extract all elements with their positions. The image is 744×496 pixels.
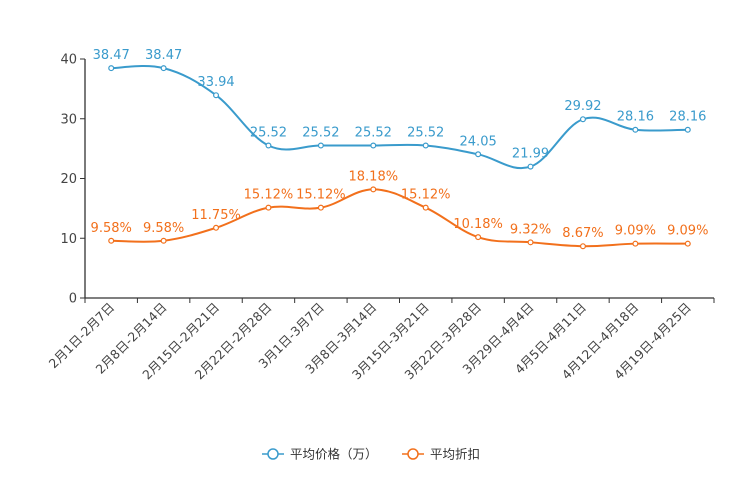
data-point <box>370 186 377 193</box>
data-point <box>160 237 167 244</box>
y-tick-label: 40 <box>60 53 77 68</box>
data-label: 9.32% <box>510 222 551 237</box>
data-label: 9.09% <box>667 224 708 239</box>
data-label: 24.05 <box>460 134 497 149</box>
data-label: 9.58% <box>143 221 184 236</box>
data-point <box>684 126 691 133</box>
legend-item-2[interactable]: 平均折扣 <box>402 447 480 462</box>
data-label: 28.16 <box>617 110 654 125</box>
data-label: 38.47 <box>145 48 182 63</box>
y-tick-label: 0 <box>69 292 77 307</box>
data-point <box>527 163 534 170</box>
data-label: 38.47 <box>93 48 130 63</box>
data-label: 9.58% <box>91 221 132 236</box>
data-point <box>370 142 377 149</box>
y-tick-label: 10 <box>60 232 77 247</box>
legend-marker-icon <box>267 448 279 460</box>
legend-label: 平均折扣 <box>430 447 480 462</box>
data-label: 15.12% <box>244 188 294 203</box>
y-tick-label: 30 <box>60 112 77 127</box>
data-label: 15.12% <box>296 188 346 203</box>
data-point <box>632 240 639 247</box>
axes: 0102030402月1日-2月7日2月8日-2月14日2月15日-2月21日2… <box>46 53 715 382</box>
plot-area: 38.47 38.47 33.94 25.52 25.52 25.52 25.52 24.05… <box>91 48 708 250</box>
data-label: 25.52 <box>302 126 339 141</box>
data-point <box>108 237 115 244</box>
data-label: 33.94 <box>197 75 234 90</box>
y-tick-label: 20 <box>60 172 77 187</box>
data-label: 28.16 <box>669 110 706 125</box>
data-label: 25.52 <box>407 126 444 141</box>
data-label: 15.12% <box>401 188 451 203</box>
data-label: 10.18% <box>453 217 503 232</box>
data-point <box>475 234 482 241</box>
legend-item-1[interactable]: 平均价格（万） <box>262 447 378 462</box>
data-point <box>108 65 115 72</box>
data-point <box>213 92 220 99</box>
data-point <box>579 116 586 123</box>
data-point <box>684 240 691 247</box>
data-point <box>317 142 324 149</box>
data-label: 8.67% <box>562 226 603 241</box>
data-label: 25.52 <box>355 126 392 141</box>
data-point <box>422 142 429 149</box>
data-point <box>527 239 534 246</box>
data-point <box>475 151 482 158</box>
data-point <box>265 142 272 149</box>
data-label: 18.18% <box>349 169 399 184</box>
data-point <box>317 204 324 211</box>
legend-marker-icon <box>407 448 419 460</box>
data-label: 21.99 <box>512 147 549 162</box>
data-label: 9.09% <box>615 224 656 239</box>
data-point <box>422 204 429 211</box>
data-label: 25.52 <box>250 126 287 141</box>
data-point <box>213 224 220 231</box>
legend-label: 平均价格（万） <box>290 447 378 462</box>
data-point <box>265 204 272 211</box>
data-point <box>160 65 167 72</box>
data-point <box>632 126 639 133</box>
legend[interactable]: 平均价格（万） 平均折扣 <box>262 447 480 462</box>
series-line-2 <box>111 188 688 248</box>
data-label: 29.92 <box>564 99 601 114</box>
data-point <box>579 243 586 250</box>
data-label: 11.75% <box>191 208 241 223</box>
